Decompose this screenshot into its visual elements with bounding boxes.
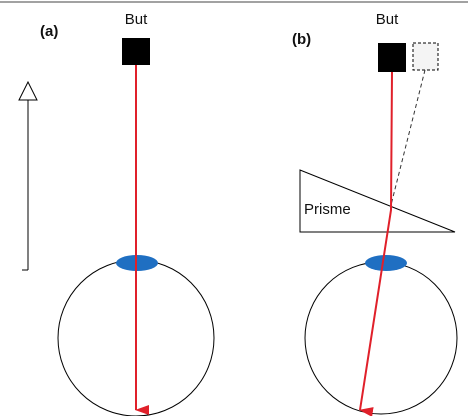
target-label: But — [125, 11, 148, 28]
arrow-head — [18, 80, 38, 101]
apparent-ray — [390, 69, 426, 206]
panel-label: (b) — [292, 31, 311, 48]
apparent-target — [412, 42, 439, 71]
target-label: But — [376, 11, 399, 28]
prism — [299, 169, 456, 233]
cornea — [365, 255, 407, 271]
target — [122, 38, 150, 65]
prism-label: Prisme — [304, 201, 351, 218]
light-ray — [359, 71, 393, 416]
eye — [304, 261, 458, 415]
target — [378, 43, 406, 72]
panel-label: (a) — [40, 23, 58, 40]
